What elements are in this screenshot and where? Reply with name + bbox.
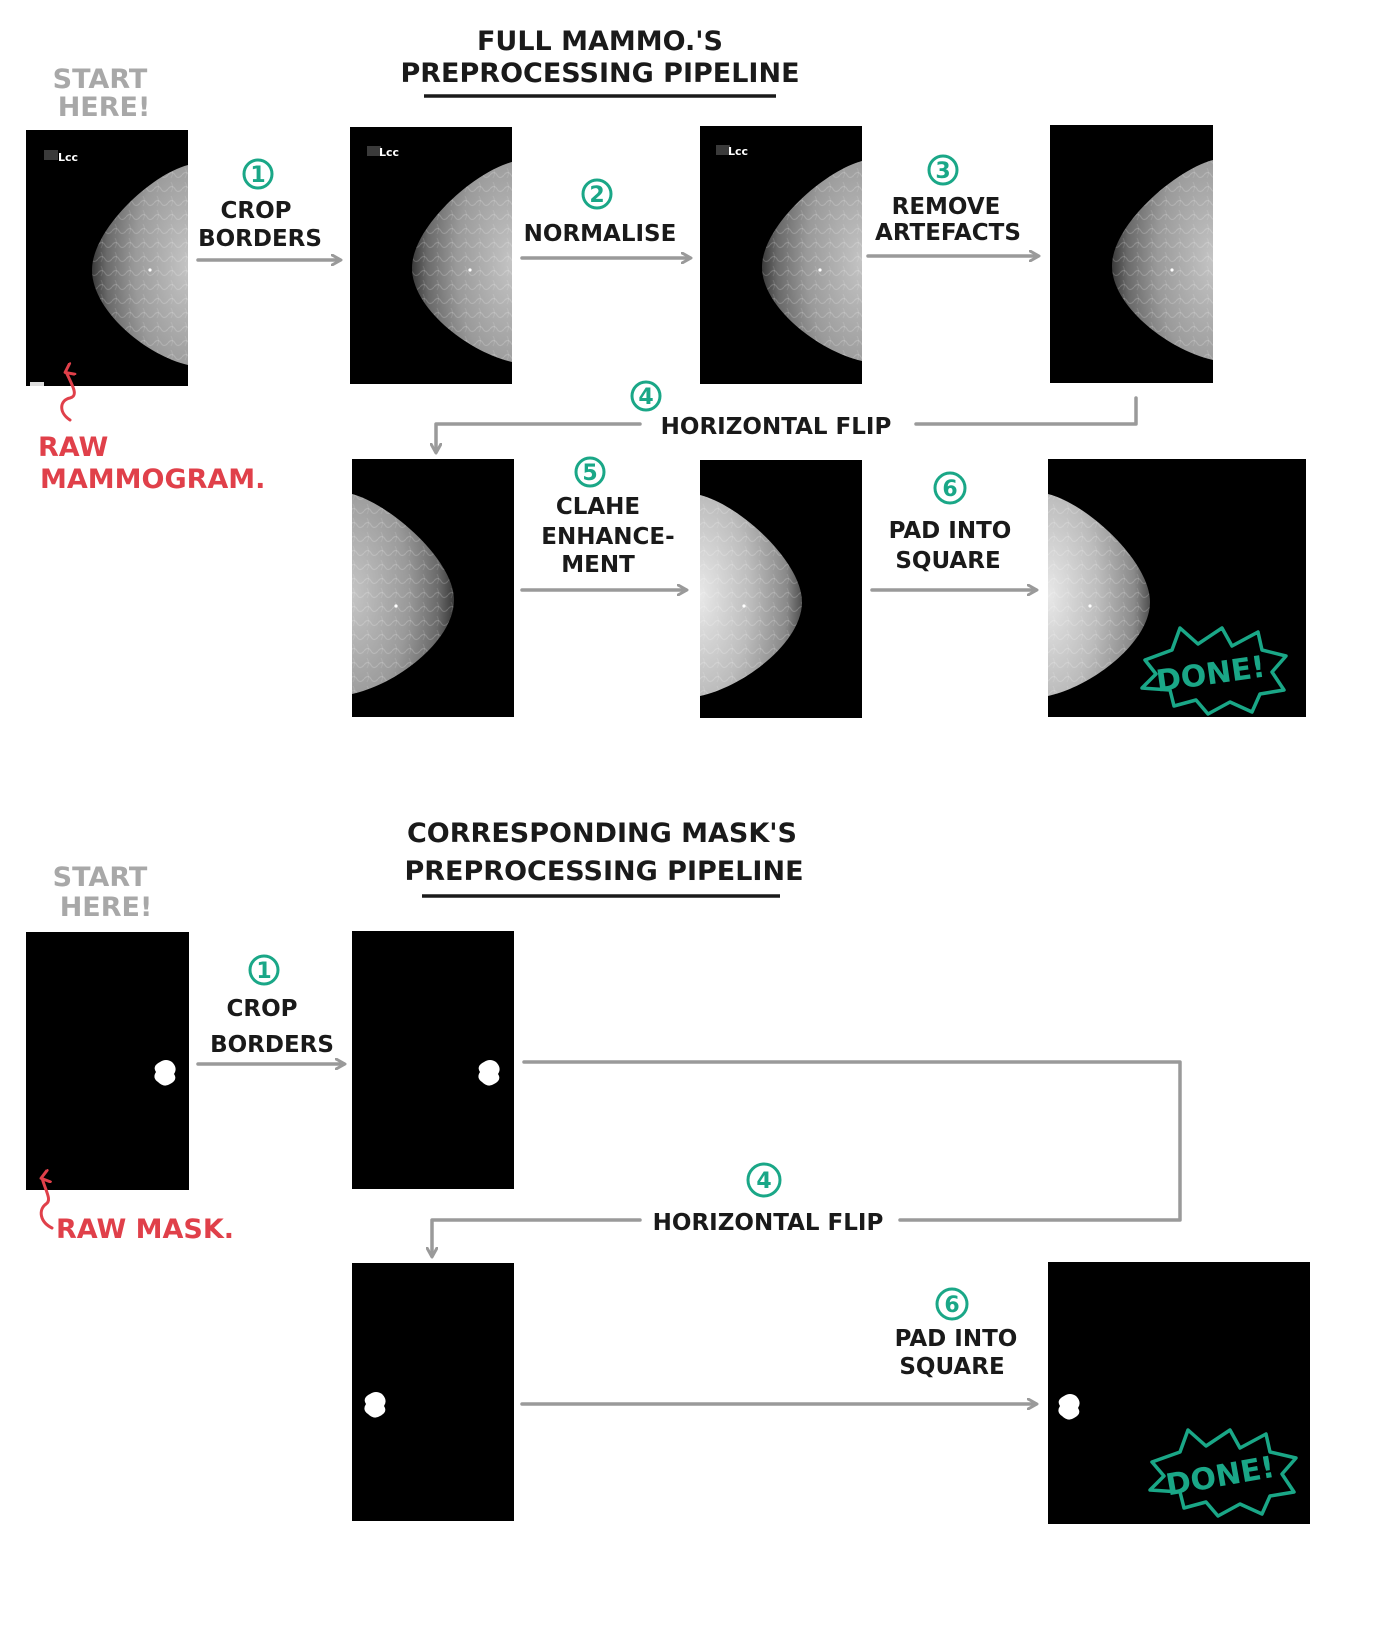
top-step-4: 4 HORIZONTAL FLIP [436, 380, 1138, 452]
top-title-line1: FULL MAMMO.'S [477, 26, 723, 57]
step-number: 1 [256, 959, 271, 984]
top-step-5: 5 CLAHE ENHANCE- MENT [520, 456, 686, 590]
cropped-mammogram-image: Lcc [350, 127, 512, 384]
bottom-pipeline: CORRESPONDING MASK'S PREPROCESSING PIPEL… [26, 818, 1310, 1524]
flip-connector-left [436, 422, 642, 452]
step-label-line2: SQUARE [895, 548, 1000, 574]
bottom-step-1: 1 CROP BORDERS [196, 954, 344, 1064]
step-number: 6 [944, 1293, 959, 1318]
flipped-mammogram-image [352, 459, 514, 717]
normalised-mammogram-image: Lcc [700, 126, 862, 384]
top-pipeline: FULL MAMMO.'S PREPROCESSING PIPELINE STA… [26, 26, 1306, 718]
raw-mask-image [26, 932, 189, 1190]
bottom-title-line2: PREPROCESSING PIPELINE [404, 856, 803, 887]
step-label-line2: SQUARE [899, 1354, 1004, 1380]
step-number: 3 [935, 159, 950, 184]
view-label: Lcc [379, 146, 399, 159]
step-label-line1: HORIZONTAL FLIP [661, 414, 892, 440]
step-number: 4 [756, 1169, 771, 1194]
raw-mask-pointer [41, 1178, 54, 1230]
bottom-title-line1: CORRESPONDING MASK'S [407, 818, 797, 849]
top-step-3: 3 REMOVE ARTEFACTS [866, 154, 1038, 256]
step-label-line1: PAD INTO [889, 518, 1012, 544]
step-label-line1: PAD INTO [895, 1326, 1018, 1352]
top-step-2: 2 NORMALISE [520, 178, 690, 258]
raw-mask-label: RAW MASK. [56, 1214, 234, 1245]
padded-square-mammogram-image: DONE! [1048, 459, 1306, 717]
step-label-line1: HORIZONTAL FLIP [653, 1210, 884, 1236]
raw-mammogram-line1: RAW [38, 432, 108, 463]
top-step-6: 6 PAD INTO SQUARE [870, 471, 1036, 590]
top-step-1: 1 CROP BORDERS [196, 158, 340, 260]
top-title-line2: PREPROCESSING PIPELINE [400, 58, 799, 89]
view-label: Lcc [58, 151, 78, 164]
step-label-line1: CROP [227, 996, 298, 1022]
top-start-line1: START [53, 64, 148, 95]
flipped-mask-image [352, 1263, 514, 1521]
raw-mammogram-image: Lcc [26, 130, 188, 386]
bottom-start-line2: HERE! [60, 892, 153, 923]
step-number: 6 [942, 477, 957, 502]
padded-square-mask-image: DONE! [1048, 1262, 1310, 1524]
step-label-line2: ENHANCE- [541, 524, 674, 550]
view-label: Lcc [728, 145, 748, 158]
step-label-line3: MENT [561, 552, 635, 578]
step-label-line1: CLAHE [556, 494, 640, 520]
step-number: 4 [638, 385, 653, 410]
step-number: 5 [582, 461, 597, 486]
step-number: 1 [250, 163, 265, 188]
artefact-removed-mammogram-image [1050, 125, 1213, 383]
bottom-step-4: 4 HORIZONTAL FLIP [432, 1060, 1182, 1256]
step-label-line2: BORDERS [210, 1032, 334, 1058]
clahe-enhanced-mammogram-image [700, 460, 862, 718]
step-label-line2: ARTEFACTS [875, 220, 1021, 246]
bottom-start-line1: START [53, 862, 148, 893]
bottom-step-6: 6 PAD INTO SQUARE [520, 1287, 1036, 1404]
cropped-mask-image [352, 931, 514, 1189]
step-number: 2 [589, 183, 604, 208]
top-start-line2: HERE! [58, 92, 151, 123]
step-label-line1: CROP [221, 198, 292, 224]
flip-connector-right [522, 1060, 1182, 1222]
raw-mammogram-line2: MAMMOGRAM. [40, 464, 265, 495]
step-label-line1: REMOVE [892, 194, 1001, 220]
step-label-line1: NORMALISE [524, 221, 677, 247]
flip-connector-left [432, 1218, 642, 1256]
step-label-line2: BORDERS [198, 226, 322, 252]
flip-connector-right [914, 396, 1138, 426]
raw-mammogram-pointer [60, 372, 75, 422]
